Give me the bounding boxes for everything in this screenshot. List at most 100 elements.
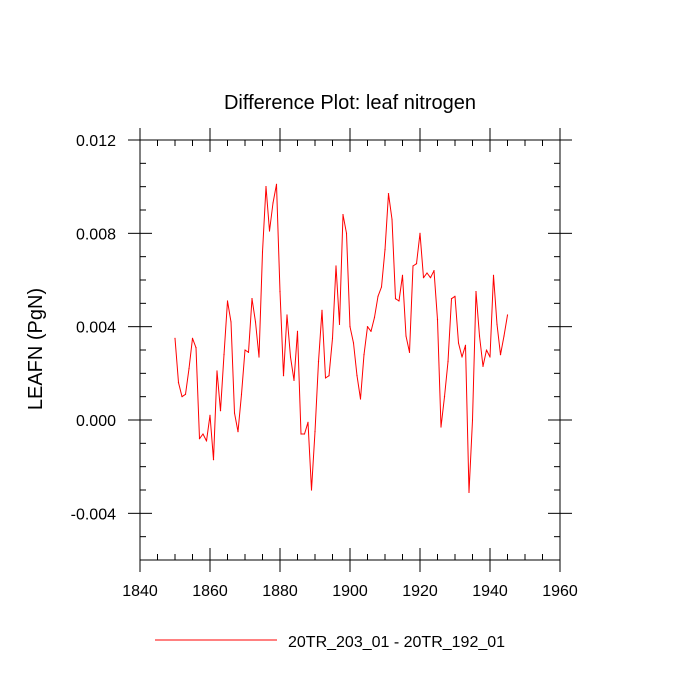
- y-tick-label: -0.004: [71, 506, 116, 523]
- data-point: [429, 277, 432, 279]
- data-point: [419, 232, 421, 234]
- x-tick-label: 1900: [332, 583, 368, 600]
- data-point: [202, 433, 204, 435]
- data-point: [478, 335, 481, 337]
- data-point: [489, 356, 491, 358]
- x-tick-label: 1940: [472, 583, 508, 600]
- data-point: [191, 337, 194, 339]
- data-point: [251, 298, 253, 300]
- data-point: [412, 265, 414, 267]
- y-tick-label: 0.000: [76, 413, 116, 430]
- data-point: [247, 351, 250, 353]
- data-point: [422, 277, 425, 279]
- data-point: [289, 356, 292, 358]
- data-point: [359, 398, 362, 400]
- plot-area: [174, 183, 509, 493]
- data-point: [377, 295, 379, 297]
- x-tick-label: 1840: [122, 583, 158, 600]
- data-point: [496, 323, 498, 325]
- data-point: [279, 291, 281, 293]
- data-point: [405, 335, 407, 337]
- axis-tick-labels: 1840 1860 1880 1900 1920 1940 1960 -0.004 0.000 0…: [71, 133, 578, 600]
- x-tick-label: 1880: [262, 583, 298, 600]
- data-point: [331, 337, 334, 339]
- data-point: [499, 354, 502, 356]
- y-axis-label: LEAFN (PgN): [25, 288, 47, 410]
- data-point: [485, 349, 488, 351]
- data-point: [321, 309, 323, 311]
- data-point: [506, 314, 509, 316]
- data-point: [188, 368, 190, 370]
- data-point: [352, 342, 355, 344]
- data-point: [349, 326, 351, 328]
- data-point: [233, 412, 236, 414]
- data-point: [174, 337, 176, 339]
- data-point: [384, 249, 386, 251]
- data-point: [328, 375, 330, 377]
- chart-title: Difference Plot: leaf nitrogen: [224, 92, 476, 114]
- legend-label: 20TR_203_01 - 20TR_192_01: [288, 634, 505, 651]
- data-point: [345, 232, 348, 234]
- data-point: [268, 230, 271, 232]
- data-point: [293, 379, 295, 381]
- data-point: [261, 251, 264, 253]
- data-point: [184, 393, 187, 395]
- data-point: [282, 375, 285, 377]
- data-point: [342, 214, 344, 216]
- data-point: [307, 421, 309, 423]
- data-point: [482, 365, 484, 367]
- data-point: [244, 349, 246, 351]
- plot-frame: [139, 139, 561, 561]
- data-point: [272, 202, 274, 204]
- data-point: [426, 272, 428, 274]
- data-point: [415, 263, 418, 265]
- data-point: [219, 410, 222, 412]
- data-point: [457, 342, 460, 344]
- data-point: [230, 321, 232, 323]
- data-point: [503, 335, 505, 337]
- data-point: [475, 291, 477, 293]
- data-point: [240, 393, 243, 395]
- data-point: [401, 274, 404, 276]
- data-point: [265, 186, 267, 188]
- data-point: [363, 354, 365, 356]
- data-point: [212, 459, 215, 461]
- data-point: [258, 356, 260, 358]
- y-tick-label: 0.004: [76, 320, 116, 337]
- series-line: [174, 183, 508, 493]
- data-point: [209, 414, 211, 416]
- data-point: [314, 431, 316, 433]
- data-point: [310, 489, 313, 491]
- data-point: [317, 361, 320, 363]
- data-point: [447, 361, 449, 363]
- data-point: [237, 431, 239, 433]
- data-point: [433, 270, 435, 272]
- legend: 20TR_203_01 - 20TR_192_01: [155, 634, 505, 651]
- data-point: [366, 326, 369, 328]
- data-point: [296, 330, 299, 332]
- x-tick-label: 1960: [542, 583, 578, 600]
- data-point: [303, 433, 306, 435]
- data-point: [391, 218, 393, 220]
- data-point: [216, 370, 218, 372]
- axis-ticks: [128, 128, 572, 572]
- x-tick-label: 1920: [402, 583, 438, 600]
- data-point: [373, 316, 376, 318]
- x-tick-label: 1860: [192, 583, 228, 600]
- data-point: [464, 344, 467, 346]
- data-point: [195, 347, 197, 349]
- data-point: [300, 433, 302, 435]
- data-point: [454, 295, 456, 297]
- data-point: [394, 298, 397, 300]
- data-point: [356, 375, 358, 377]
- data-point: [338, 323, 341, 325]
- data-point: [324, 377, 327, 379]
- data-point: [223, 354, 225, 356]
- data-point: [286, 314, 288, 316]
- data-point: [398, 300, 400, 302]
- data-point: [370, 330, 372, 332]
- data-point: [492, 274, 495, 276]
- data-point: [440, 426, 442, 428]
- data-point: [205, 440, 208, 442]
